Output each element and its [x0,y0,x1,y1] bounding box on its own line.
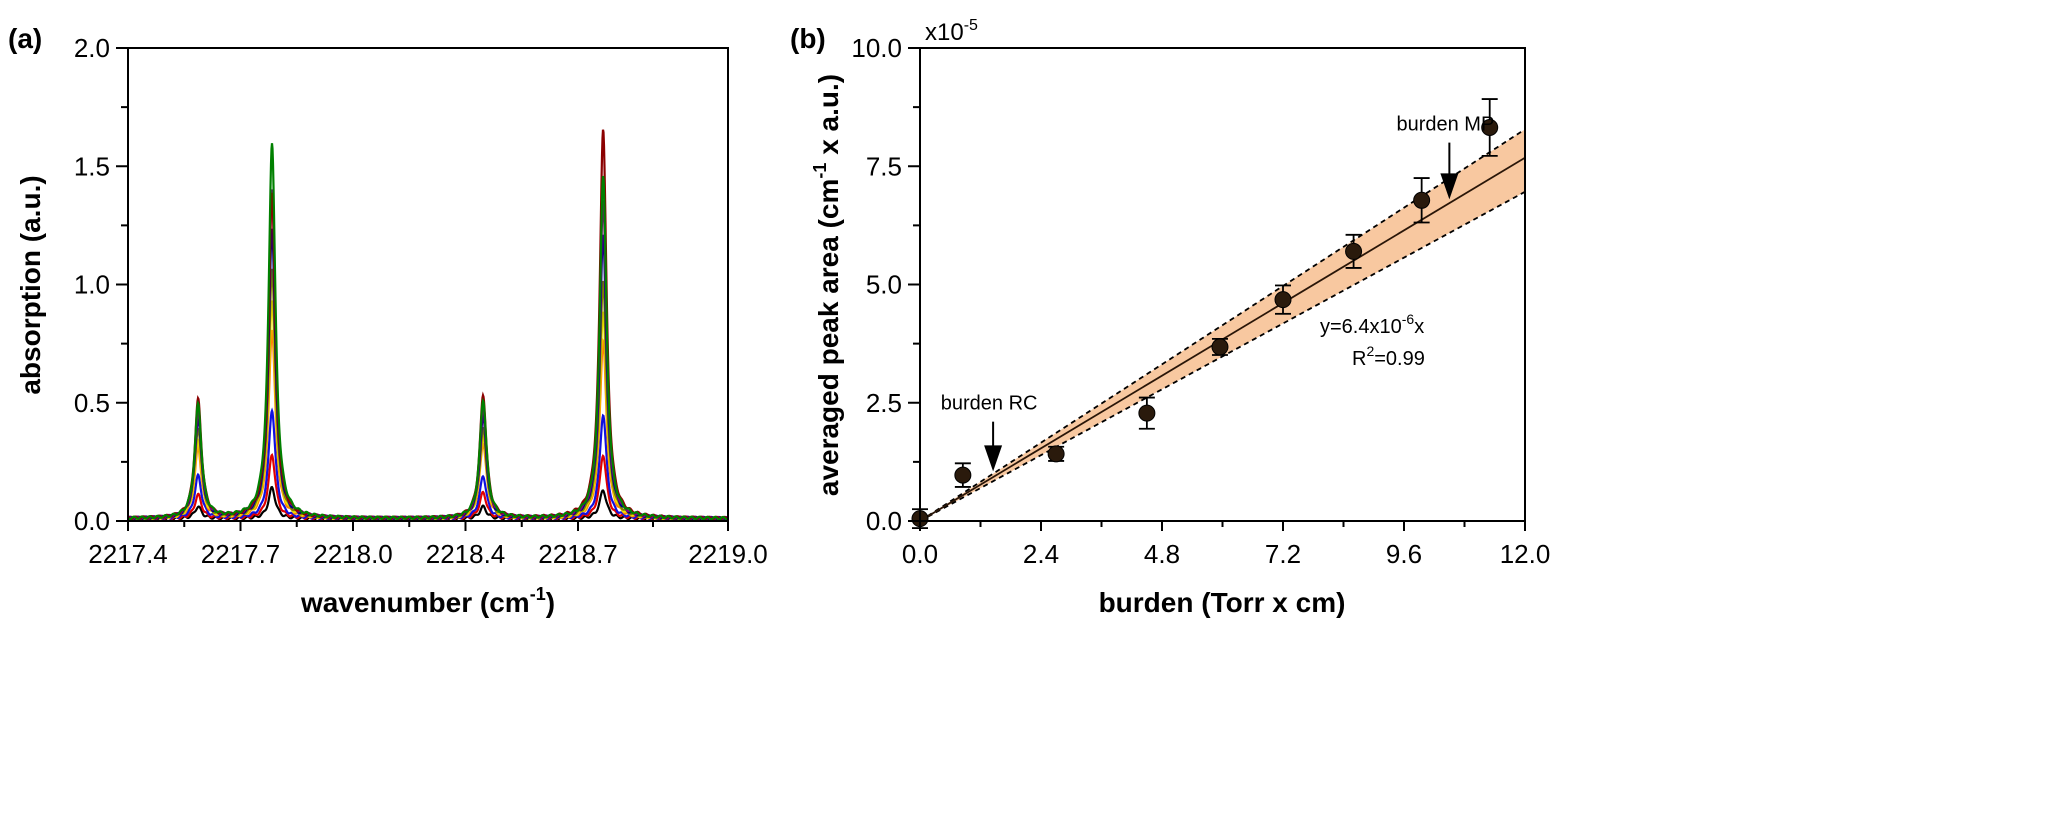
x-tick-label-a: 2217.7 [201,539,281,569]
x-tick-label-b: 2.4 [1023,539,1059,569]
arrow-down-icon [984,445,1003,472]
x-tick-label-b: 7.2 [1265,539,1301,569]
y-tick-label-b: 2.5 [866,388,902,418]
x-tick-label-b: 12.0 [1500,539,1551,569]
upper-confidence-line [919,128,1526,522]
data-point [1047,445,1065,463]
y-axis-label-a: absorption (a.u.) [15,175,46,394]
arrow-down-icon [1440,173,1459,200]
annotation-label: burden RC [941,393,1038,415]
y-tick-label-b: 0.0 [866,506,902,536]
spectrum-purple [127,189,729,521]
plot-frame-a [127,47,729,522]
spectrum-dark-red [127,129,729,521]
y-tick-label-b: 5.0 [866,270,902,300]
lower-confidence-line [919,191,1526,522]
spectrum-green [127,143,729,521]
panel-a: (a) 2217.4 2217.7 2218.0 2218.4 2218.7 2219.0… [8,23,768,618]
y-tick-label-a: 0.5 [74,388,110,418]
y-tick-label-a: 2.0 [74,33,110,63]
data-point [1345,242,1363,260]
x-tick-label-a: 2217.4 [88,539,168,569]
spectrum-blue [127,407,729,521]
y-tick-label-a: 0.0 [74,506,110,536]
spectrum-navy [127,228,729,521]
axes-b: 0.0 2.4 4.8 7.2 9.6 12.0 0.0 2.5 5.0 7.5 10.0 [851,33,1550,569]
y-tick-label-b: 10.0 [851,33,902,63]
y-multiplier: x10-5 [925,17,978,46]
x-tick-label-a: 2218.4 [426,539,506,569]
data-point [954,466,972,484]
annotation-label: burden MP [1396,114,1494,136]
y-tick-label-a: 1.5 [74,151,110,181]
y-tick-label-b: 7.5 [866,151,902,181]
data-point [1274,291,1292,309]
x-axis-label-a: wavenumber (cm-1) [300,584,555,618]
data-point [1138,404,1156,422]
panel-label-b: (b) [790,23,826,54]
fit-equation: y=6.4x10-6x [1320,311,1424,338]
spectrum-olive [127,268,729,521]
r-squared: R2=0.99 [1352,343,1425,370]
panel-b: (b) x10-5 burden RC burden MP 0.0 2.4 4.8 7.… [790,17,1550,618]
x-axis-label-b: burden (Torr x cm) [1099,587,1346,618]
x-tick-label-a: 2218.7 [538,539,618,569]
spectrum-red [128,452,729,521]
y-axis-label-b: averaged peak area (cm-1 x a.u.) [810,74,844,496]
x-tick-label-b: 0.0 [902,539,938,569]
x-tick-label-b: 4.8 [1144,539,1180,569]
y-tick-label-a: 1.0 [74,270,110,300]
panel-label-a: (a) [8,23,42,54]
x-tick-label-a: 2218.0 [313,539,393,569]
spectra [127,129,729,521]
scatter-plot: burden RC burden MP [911,98,1526,529]
axes-a: 2217.4 2217.7 2218.0 2218.4 2218.7 2219.0 0.0 0… [74,33,768,569]
data-point [1211,338,1229,356]
x-tick-label-a: 2219.0 [688,539,768,569]
x-tick-label-b: 9.6 [1386,539,1422,569]
data-point [1413,191,1431,209]
data-point [1481,118,1499,136]
spectrum-orange [127,329,729,521]
spectrum-yellow [128,300,729,521]
